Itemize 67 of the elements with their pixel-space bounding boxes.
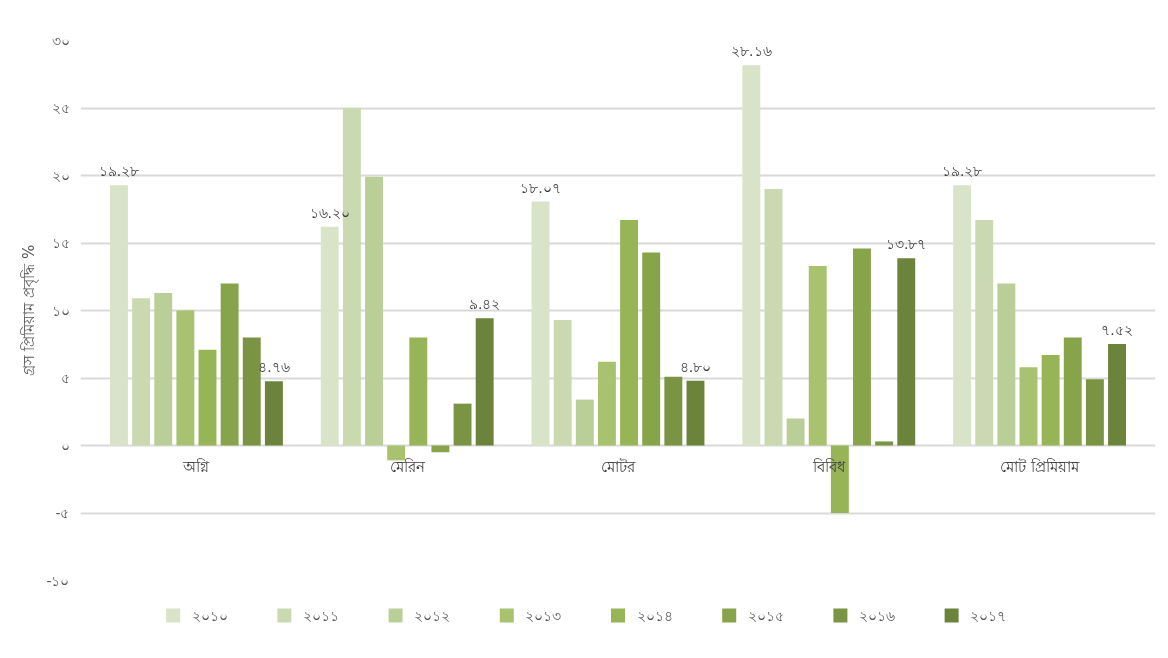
legend-label: ২০১০ (191, 607, 228, 624)
bar (453, 403, 472, 446)
legend-label: ২০১৬ (858, 607, 895, 624)
bar (264, 381, 283, 446)
data-label: ১৯.২৮ (941, 163, 983, 180)
bar (176, 310, 195, 446)
data-label: ৯.৪২ (468, 296, 501, 313)
bar (132, 298, 151, 446)
y-tick-label: -১০ (46, 572, 70, 589)
bar (320, 226, 339, 446)
data-label: ২৮.১৬ (731, 43, 772, 60)
x-tick-label: মেরিন (389, 457, 426, 476)
bar (1108, 343, 1126, 446)
legend-label: ২০১৭ (970, 607, 1007, 624)
y-tick-label: ৩০ (51, 32, 70, 49)
bar (365, 176, 383, 446)
legend-label: ২০১৪ (636, 607, 673, 624)
bar (853, 248, 871, 446)
bar (409, 337, 428, 446)
bar (953, 185, 972, 446)
data-label: ১৩.৮৭ (886, 236, 927, 253)
data-label: ১৯.২৮ (98, 163, 140, 180)
bar (154, 292, 173, 446)
data-label: ৭.৫২ (1101, 321, 1133, 338)
bar (1085, 379, 1104, 446)
y-tick-label: ১৫ (51, 235, 70, 251)
data-label: ১৬.২০ (309, 204, 350, 221)
y-axis-title: গ্রস প্রিমিয়াম প্রবৃদ্ধি % (20, 244, 40, 377)
bar (642, 252, 661, 446)
bar (1063, 337, 1082, 446)
bar (553, 319, 572, 446)
y-tick-label: ২০ (51, 167, 70, 184)
bar (220, 283, 239, 446)
bar (597, 361, 616, 446)
x-tick-label: অগ্নি (182, 457, 211, 476)
bar (786, 418, 805, 446)
bar (1019, 367, 1038, 446)
y-tick-label: ০ (60, 437, 70, 454)
y-tick-label: ৫ (60, 370, 70, 386)
bar (575, 399, 594, 446)
x-tick-label: মোটর (601, 457, 636, 476)
bar (1041, 355, 1060, 446)
bar (897, 258, 916, 446)
bar (242, 337, 261, 446)
y-tick-label: ২৫ (51, 100, 70, 116)
bar (875, 441, 894, 446)
bar (531, 201, 550, 446)
legend-label: ২০১৫ (747, 607, 784, 624)
bar (975, 220, 994, 446)
bar (110, 185, 128, 446)
bar (764, 189, 783, 446)
bar (620, 220, 639, 446)
y-tick-label: ১০ (51, 302, 70, 319)
legend-label: ২০১৩ (525, 607, 562, 624)
y-tick-label: -৫ (55, 505, 70, 521)
data-label: ১৮.০৭ (520, 179, 561, 196)
x-tick-label: মোট প্রিমিয়াম (1000, 457, 1080, 476)
legend-label: ২০১১ (302, 607, 339, 624)
data-label: ৪.৮০ (679, 358, 712, 375)
bar (686, 380, 705, 446)
bar (664, 376, 683, 446)
bar (808, 265, 827, 446)
bar (742, 65, 761, 446)
bar (475, 318, 494, 446)
bar (997, 283, 1016, 446)
legend-label: ২০১২ (414, 607, 451, 624)
bar (198, 349, 217, 446)
